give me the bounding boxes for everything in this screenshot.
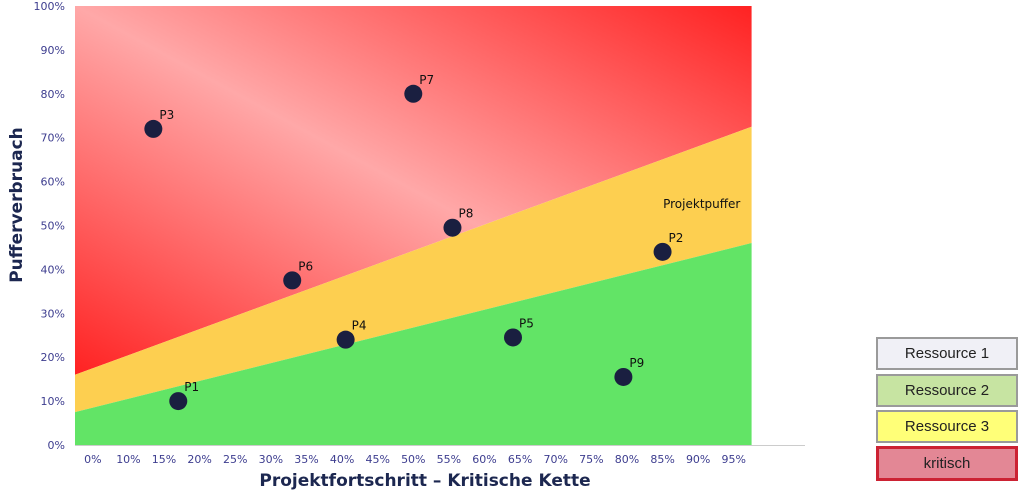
- x-tick-label: 50%: [401, 453, 425, 466]
- legend-item-ressource-3: Ressource 3: [876, 410, 1018, 443]
- y-tick-label: 100%: [34, 0, 65, 13]
- legend-item-ressource-2: Ressource 2: [876, 374, 1018, 407]
- legend-label: Ressource 2: [904, 382, 990, 399]
- data-point-p6[interactable]: [283, 271, 302, 290]
- x-tick-label: 10%: [116, 453, 140, 466]
- data-point-p7[interactable]: [404, 84, 423, 103]
- data-point-p8[interactable]: [443, 218, 462, 237]
- x-axis-ticks: 0% 10% 15% 20% 25% 30% 35% 40% 45% 50% 55% 60% 65% 70…: [84, 453, 746, 466]
- x-tick-label: 95%: [722, 453, 746, 466]
- x-tick-label: 35%: [294, 453, 318, 466]
- data-point-label: P6: [298, 259, 313, 273]
- zone-label: Projektpuffer: [663, 197, 740, 211]
- yellow-zone: [75, 126, 752, 413]
- data-point-p2[interactable]: [653, 242, 672, 261]
- y-tick-label: 10%: [41, 395, 65, 408]
- x-tick-label: 20%: [187, 453, 211, 466]
- x-tick-label: 60%: [472, 453, 496, 466]
- y-tick-label: 40%: [41, 263, 65, 276]
- y-tick-label: 30%: [41, 307, 65, 320]
- data-point-label: P5: [519, 316, 534, 330]
- x-tick-label: 75%: [579, 453, 603, 466]
- data-point-p3[interactable]: [144, 119, 163, 138]
- data-point-p1[interactable]: [169, 392, 188, 411]
- x-tick-label: 55%: [437, 453, 461, 466]
- x-tick-label: 45%: [365, 453, 389, 466]
- y-axis-ticks: 0% 10% 20% 30% 40% 50% 60% 70% 80% 90% 100%: [34, 0, 65, 452]
- y-tick-label: 60%: [41, 176, 65, 189]
- x-tick-label: 65%: [508, 453, 532, 466]
- x-tick-label: 80%: [615, 453, 639, 466]
- data-point-p4[interactable]: [336, 330, 355, 349]
- legend-label: kritisch: [923, 455, 971, 472]
- x-tick-label: 0%: [84, 453, 101, 466]
- x-tick-label: 15%: [152, 453, 176, 466]
- y-axis-title: Pufferverbruach: [7, 127, 27, 283]
- red-zone: [75, 6, 752, 375]
- x-tick-label: 30%: [259, 453, 283, 466]
- x-tick-label: 40%: [330, 453, 354, 466]
- legend-label: Ressource 3: [904, 418, 990, 435]
- legend-item-kritisch: kritisch: [876, 446, 1018, 481]
- green-zone: [75, 243, 752, 445]
- data-point-label: P8: [458, 207, 473, 221]
- x-tick-label: 70%: [544, 453, 568, 466]
- data-point-p5[interactable]: [504, 328, 522, 347]
- data-point-label: P2: [669, 231, 684, 245]
- x-tick-label: 25%: [223, 453, 247, 466]
- y-tick-label: 0%: [48, 439, 65, 452]
- x-tick-label: 90%: [686, 453, 710, 466]
- y-tick-label: 20%: [41, 351, 65, 364]
- zone-layer: [75, 6, 752, 445]
- data-point-label: P1: [184, 380, 199, 394]
- legend-item-ressource-1: Ressource 1: [876, 337, 1018, 370]
- data-point-label: P7: [419, 73, 434, 87]
- data-point-label: P4: [352, 319, 367, 333]
- y-tick-label: 80%: [41, 88, 65, 101]
- data-points: P1 P2 P3 P4 P5 P6 P7 P8 P9: [144, 73, 684, 411]
- y-tick-label: 90%: [41, 44, 65, 57]
- y-tick-label: 70%: [41, 132, 65, 145]
- legend-label: Ressource 1: [904, 345, 990, 362]
- data-point-label: P3: [159, 108, 174, 122]
- data-point-p9[interactable]: [614, 367, 633, 386]
- x-axis-title: Projektfortschritt – Kritische Kette: [259, 471, 590, 491]
- data-point-label: P9: [629, 356, 644, 370]
- y-tick-label: 50%: [41, 220, 65, 233]
- x-tick-label: 85%: [650, 453, 674, 466]
